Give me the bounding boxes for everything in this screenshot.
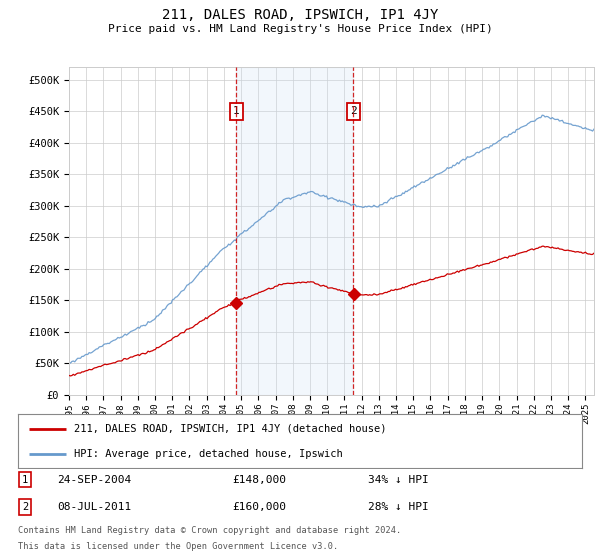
Text: 34% ↓ HPI: 34% ↓ HPI <box>368 474 428 484</box>
Bar <box>236 67 353 395</box>
Text: 211, DALES ROAD, IPSWICH, IP1 4JY: 211, DALES ROAD, IPSWICH, IP1 4JY <box>162 8 438 22</box>
Text: 2: 2 <box>22 502 28 512</box>
Text: 211, DALES ROAD, IPSWICH, IP1 4JY (detached house): 211, DALES ROAD, IPSWICH, IP1 4JY (detac… <box>74 424 387 434</box>
Text: 2: 2 <box>350 106 357 116</box>
Text: 28% ↓ HPI: 28% ↓ HPI <box>368 502 428 512</box>
Text: Price paid vs. HM Land Registry's House Price Index (HPI): Price paid vs. HM Land Registry's House … <box>107 24 493 34</box>
Text: 08-JUL-2011: 08-JUL-2011 <box>58 502 132 512</box>
Text: £148,000: £148,000 <box>232 474 286 484</box>
Text: 1: 1 <box>22 474 28 484</box>
Text: This data is licensed under the Open Government Licence v3.0.: This data is licensed under the Open Gov… <box>18 542 338 550</box>
Text: Contains HM Land Registry data © Crown copyright and database right 2024.: Contains HM Land Registry data © Crown c… <box>18 526 401 535</box>
Text: 1: 1 <box>233 106 240 116</box>
Text: 24-SEP-2004: 24-SEP-2004 <box>58 474 132 484</box>
Text: £160,000: £160,000 <box>232 502 286 512</box>
Text: HPI: Average price, detached house, Ipswich: HPI: Average price, detached house, Ipsw… <box>74 449 343 459</box>
